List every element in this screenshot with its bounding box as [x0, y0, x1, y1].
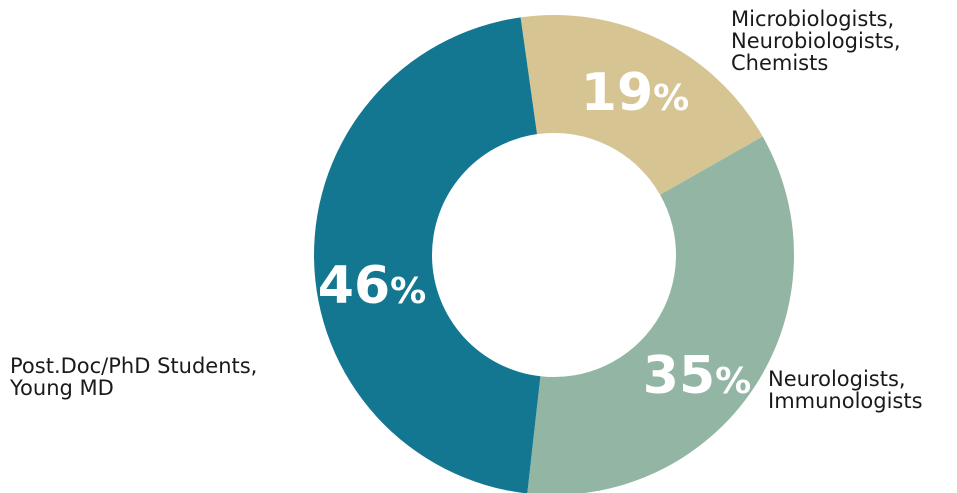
category-label-microbiologists: Microbiologists, Neurobiologists, Chemists: [731, 7, 901, 75]
percent-labels-layer: 19% 35% 46%: [318, 63, 751, 406]
category-label-neurologists: Neurologists, Immunologists: [768, 367, 923, 413]
percent-label-microbiologists: 19%: [581, 63, 689, 123]
category-label-post-doc-phd-students: Post.Doc/PhD Students, Young MD: [9, 354, 257, 400]
category-label-line: Neurobiologists,: [731, 29, 901, 53]
slice-post-doc-phd-students: [314, 17, 541, 493]
category-labels-layer: Microbiologists, Neurobiologists, Chemists…: [9, 7, 923, 413]
slices-layer: [314, 15, 794, 493]
percent-label-post-doc-phd-students: 46%: [318, 256, 426, 316]
percent-label-neurologists: 35%: [643, 346, 751, 406]
category-label-line: Microbiologists,: [731, 7, 894, 31]
category-label-line: Chemists: [731, 51, 828, 75]
category-label-line: Neurologists,: [768, 367, 906, 391]
slice-microbiologists: [520, 15, 763, 195]
slice-neurologists: [527, 136, 794, 493]
category-label-line: Young MD: [9, 376, 114, 400]
category-label-line: Post.Doc/PhD Students,: [10, 354, 257, 378]
category-label-line: Immunologists: [768, 389, 923, 413]
